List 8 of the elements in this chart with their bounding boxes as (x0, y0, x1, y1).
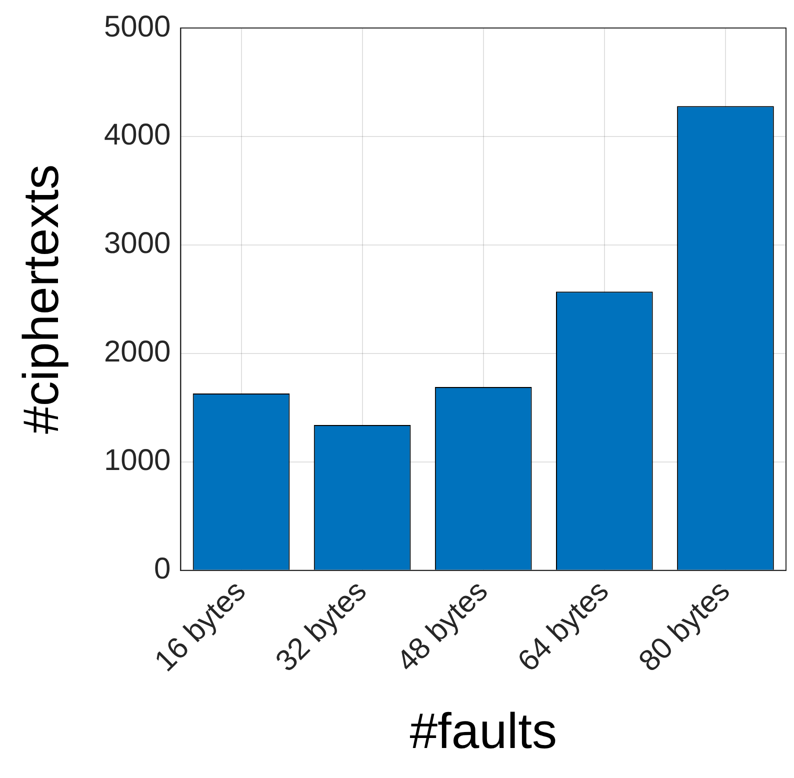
y-axis-title: #ciphertexts (12, 164, 69, 434)
y-tick-label: 0 (154, 552, 171, 586)
y-tick-label: 4000 (104, 118, 171, 152)
y-tick-label: 1000 (104, 444, 171, 478)
y-tick-label: 3000 (104, 227, 171, 260)
y-tick-label: 5000 (104, 10, 171, 44)
x-axis-title: #faults (410, 702, 558, 759)
y-tick-label: 2000 (104, 336, 171, 369)
